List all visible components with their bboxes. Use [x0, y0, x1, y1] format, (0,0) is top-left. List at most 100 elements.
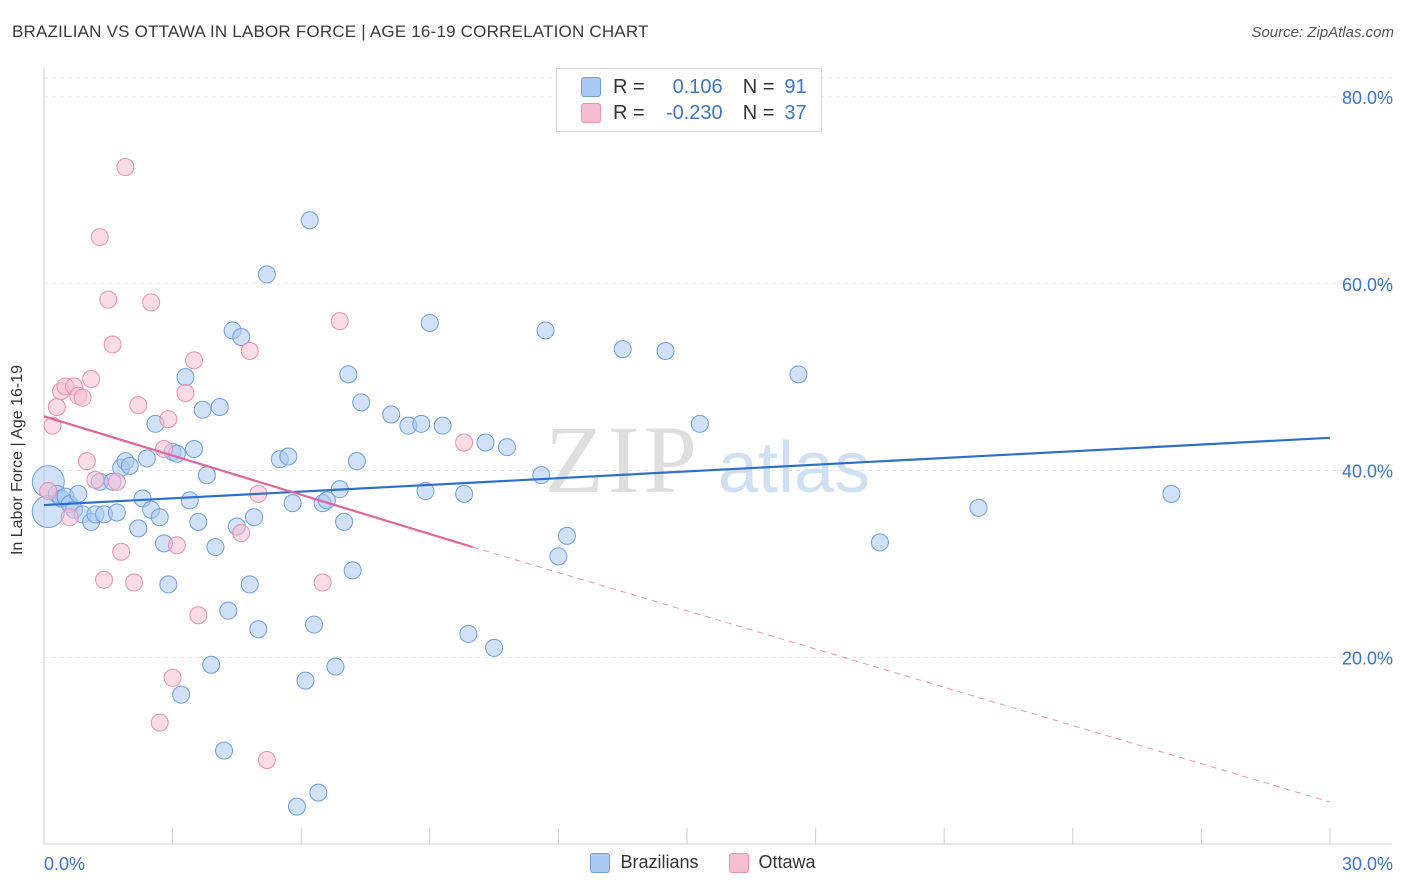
point-brazilians [176, 368, 195, 387]
trend-brazilians [43, 436, 1331, 507]
point-ottawa [240, 341, 259, 360]
point-brazilians [232, 327, 251, 346]
point-ottawa [60, 508, 79, 527]
point-ottawa [176, 383, 195, 402]
legend-n-value: 37 [784, 101, 807, 124]
point-ottawa [125, 573, 144, 592]
point-brazilians [107, 503, 126, 522]
y-tick-label: 60.0% [1342, 275, 1393, 295]
point-brazilians [137, 449, 156, 468]
point-brazilians [969, 498, 988, 517]
tick-labels: 20.0% 40.0% 60.0% 80.0% 0.0% 30.0% [44, 88, 1393, 874]
source-label: Source: ZipAtlas.com [1251, 24, 1394, 41]
point-brazilians [656, 341, 675, 360]
legend-r-label: R = [613, 101, 645, 124]
point-brazilians [613, 340, 632, 359]
legend-n-label: N = [742, 75, 775, 98]
point-brazilians [309, 783, 328, 802]
point-brazilians [210, 398, 229, 417]
point-brazilians [536, 321, 555, 340]
legend-swatch-ottawa [581, 103, 601, 123]
point-brazilians [172, 685, 191, 704]
chart-title: BRAZILIAN VS OTTAWA IN LABOR FORCE | AGE… [12, 22, 649, 41]
point-brazilians [129, 519, 148, 538]
point-brazilians [455, 484, 474, 503]
legend-label-brazilians: Brazilians [620, 852, 699, 872]
axes [43, 68, 1392, 845]
point-brazilians [249, 620, 268, 639]
point-ottawa [95, 570, 114, 589]
swatch-ottawa [728, 852, 749, 873]
legend-n-value: 91 [784, 75, 807, 98]
legend-n-label: N = [742, 101, 775, 124]
point-ottawa [257, 750, 276, 769]
point-ottawa [90, 228, 109, 247]
point-brazilians [69, 484, 88, 503]
legend-row-ottawa: R = -0.230 N = 37 [581, 101, 807, 125]
point-ottawa [77, 452, 96, 471]
point-ottawa [47, 398, 66, 417]
point-brazilians [690, 414, 709, 433]
legend-item-ottawa[interactable]: Ottawa [728, 852, 816, 873]
point-brazilians [120, 456, 139, 475]
point-brazilians [497, 438, 516, 457]
y-tick-label: 20.0% [1342, 648, 1393, 668]
point-ottawa [189, 606, 208, 625]
point-brazilians [180, 491, 199, 510]
point-brazilians [420, 313, 439, 332]
point-brazilians [283, 494, 302, 513]
point-ottawa [455, 433, 474, 452]
point-ottawa [142, 293, 161, 312]
point-brazilians [459, 624, 478, 643]
point-brazilians [476, 433, 495, 452]
point-ottawa [116, 158, 135, 177]
x-tick-label: 0.0% [44, 854, 85, 874]
point-brazilians [197, 466, 216, 485]
point-brazilians [343, 561, 362, 580]
point-brazilians [532, 466, 551, 485]
point-brazilians [206, 538, 225, 557]
point-ottawa [107, 472, 126, 491]
point-brazilians [416, 482, 435, 501]
point-brazilians [150, 508, 169, 527]
point-ottawa [330, 312, 349, 331]
trend-ottawa [43, 415, 473, 549]
point-brazilians [433, 416, 452, 435]
point-brazilians [305, 615, 324, 634]
point-brazilians [412, 414, 431, 433]
legend-swatch-brazilians [581, 77, 601, 97]
point-brazilians [189, 512, 208, 531]
point-ottawa [232, 524, 251, 543]
point-ottawa [129, 396, 148, 415]
point-brazilians [789, 365, 808, 384]
point-ottawa [313, 573, 332, 592]
point-ottawa [39, 482, 58, 501]
point-brazilians [240, 575, 259, 594]
legend-r-value: 0.106 [672, 75, 723, 98]
point-brazilians [202, 655, 221, 674]
point-ottawa [185, 351, 204, 370]
point-brazilians [287, 797, 306, 816]
point-brazilians [339, 365, 358, 384]
point-brazilians [557, 526, 576, 545]
point-ottawa [82, 369, 101, 388]
point-ottawa [99, 290, 118, 309]
point-brazilians [382, 405, 401, 424]
point-ottawa [159, 410, 178, 429]
watermark-zip: ZIP [545, 406, 701, 513]
point-brazilians [193, 400, 212, 419]
point-brazilians [257, 265, 276, 284]
point-brazilians [870, 533, 889, 552]
point-brazilians [549, 547, 568, 566]
point-brazilians [159, 575, 178, 594]
point-ottawa [43, 416, 62, 435]
point-ottawa [150, 713, 169, 732]
point-brazilians [1162, 484, 1181, 503]
point-brazilians [485, 638, 504, 657]
point-brazilians [215, 741, 234, 760]
series-legend: Brazilians Ottawa [0, 852, 1406, 873]
legend-item-brazilians[interactable]: Brazilians [590, 852, 699, 873]
point-brazilians [279, 447, 298, 466]
point-brazilians [335, 512, 354, 531]
